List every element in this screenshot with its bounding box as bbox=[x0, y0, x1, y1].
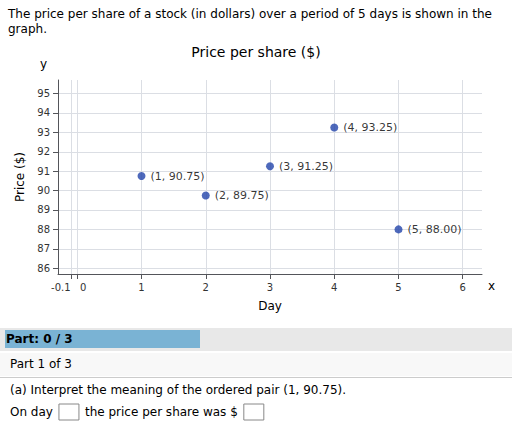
svg-text:(4, 93.25): (4, 93.25) bbox=[343, 121, 397, 134]
svg-text:94: 94 bbox=[37, 107, 50, 118]
svg-text:5: 5 bbox=[395, 282, 401, 293]
svg-text:(5, 88.00): (5, 88.00) bbox=[407, 223, 461, 236]
svg-text:91: 91 bbox=[37, 166, 50, 177]
svg-text:86: 86 bbox=[37, 263, 50, 274]
svg-text:Price ($): Price ($) bbox=[13, 152, 27, 202]
svg-text:Price per share ($): Price per share ($) bbox=[191, 44, 320, 60]
svg-text:the price per share was $: the price per share was $ bbox=[85, 405, 238, 419]
svg-text:93: 93 bbox=[37, 127, 50, 138]
svg-text:y: y bbox=[40, 57, 47, 71]
svg-text:(3, 91.25): (3, 91.25) bbox=[279, 160, 333, 173]
svg-text:2: 2 bbox=[203, 282, 209, 293]
svg-text:(2, 89.75): (2, 89.75) bbox=[215, 189, 269, 202]
svg-text:(1, 90.75): (1, 90.75) bbox=[151, 170, 205, 183]
svg-text:87: 87 bbox=[37, 243, 50, 254]
svg-text:4: 4 bbox=[331, 282, 337, 293]
svg-text:x: x bbox=[488, 279, 495, 293]
svg-text:On day: On day bbox=[10, 405, 53, 419]
svg-text:(a) Interpret the meaning of t: (a) Interpret the meaning of the ordered… bbox=[10, 383, 346, 397]
svg-text:89: 89 bbox=[37, 204, 50, 215]
svg-text:graph.: graph. bbox=[8, 22, 47, 36]
svg-text:90: 90 bbox=[37, 185, 50, 196]
svg-text:The price per share of a stock: The price per share of a stock (in dolla… bbox=[7, 7, 496, 21]
svg-text:Day: Day bbox=[258, 299, 282, 313]
svg-text:0: 0 bbox=[80, 282, 86, 293]
svg-text:88: 88 bbox=[37, 224, 50, 235]
svg-text:Part: 0 / 3: Part: 0 / 3 bbox=[6, 332, 73, 346]
svg-text:1: 1 bbox=[138, 282, 144, 293]
svg-text:95: 95 bbox=[37, 88, 50, 99]
svg-text:6: 6 bbox=[460, 282, 466, 293]
svg-text:3: 3 bbox=[267, 282, 273, 293]
svg-text:-0.1: -0.1 bbox=[51, 282, 71, 293]
svg-text:92: 92 bbox=[37, 146, 50, 157]
svg-text:Part 1 of 3: Part 1 of 3 bbox=[10, 357, 72, 371]
